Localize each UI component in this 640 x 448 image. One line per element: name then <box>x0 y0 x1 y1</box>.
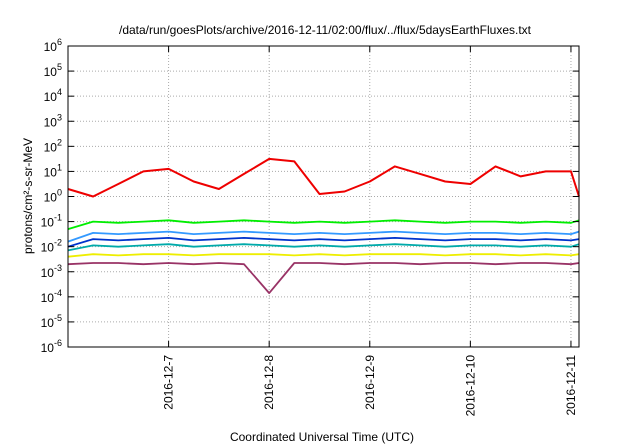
y-tick-label: 10-1 <box>41 213 62 230</box>
y-tick-label: 104 <box>44 87 62 104</box>
series-line-7 <box>67 262 580 295</box>
y-tick-label: 103 <box>44 112 62 129</box>
series-line-5 <box>67 243 580 252</box>
series-line-2 <box>67 219 580 230</box>
y-tick-label: 101 <box>44 162 62 179</box>
axes: 10-6 10-5 10-4 10-3 10-2 10-1 100 101 102 103 104 1… <box>41 37 579 416</box>
x-tick-label: 2016-12-9 <box>363 355 377 410</box>
x-tick-label: 2016-12-11 <box>564 355 578 416</box>
y-tick-label: 10-2 <box>41 238 62 255</box>
y-tick-label: 10-6 <box>41 338 62 355</box>
y-tick-label: 105 <box>44 62 62 79</box>
series-group <box>67 157 580 295</box>
y-tick-label: 10-4 <box>41 288 62 305</box>
x-tick-label: 2016-12-10 <box>463 355 477 417</box>
series-line-4 <box>67 236 580 248</box>
series-line-3 <box>67 230 580 243</box>
grid <box>68 46 579 347</box>
series-line-1 <box>67 157 580 198</box>
y-tick-label: 10-3 <box>41 263 62 280</box>
y-axis-label: protons/cm²-s-sr-MeV <box>21 138 35 254</box>
y-tick-label: 10-5 <box>41 313 62 330</box>
x-tick-label: 2016-12-7 <box>162 355 176 410</box>
x-tick-label: 2016-12-8 <box>262 355 276 410</box>
chart-title: /data/run/goesPlots/archive/2016-12-11/0… <box>119 23 532 37</box>
y-tick-label: 100 <box>44 188 62 205</box>
series-line-6 <box>67 253 580 258</box>
y-tick-label: 102 <box>44 137 62 154</box>
x-axis-label: Coordinated Universal Time (UTC) <box>230 430 414 444</box>
y-tick-label: 106 <box>44 37 62 54</box>
